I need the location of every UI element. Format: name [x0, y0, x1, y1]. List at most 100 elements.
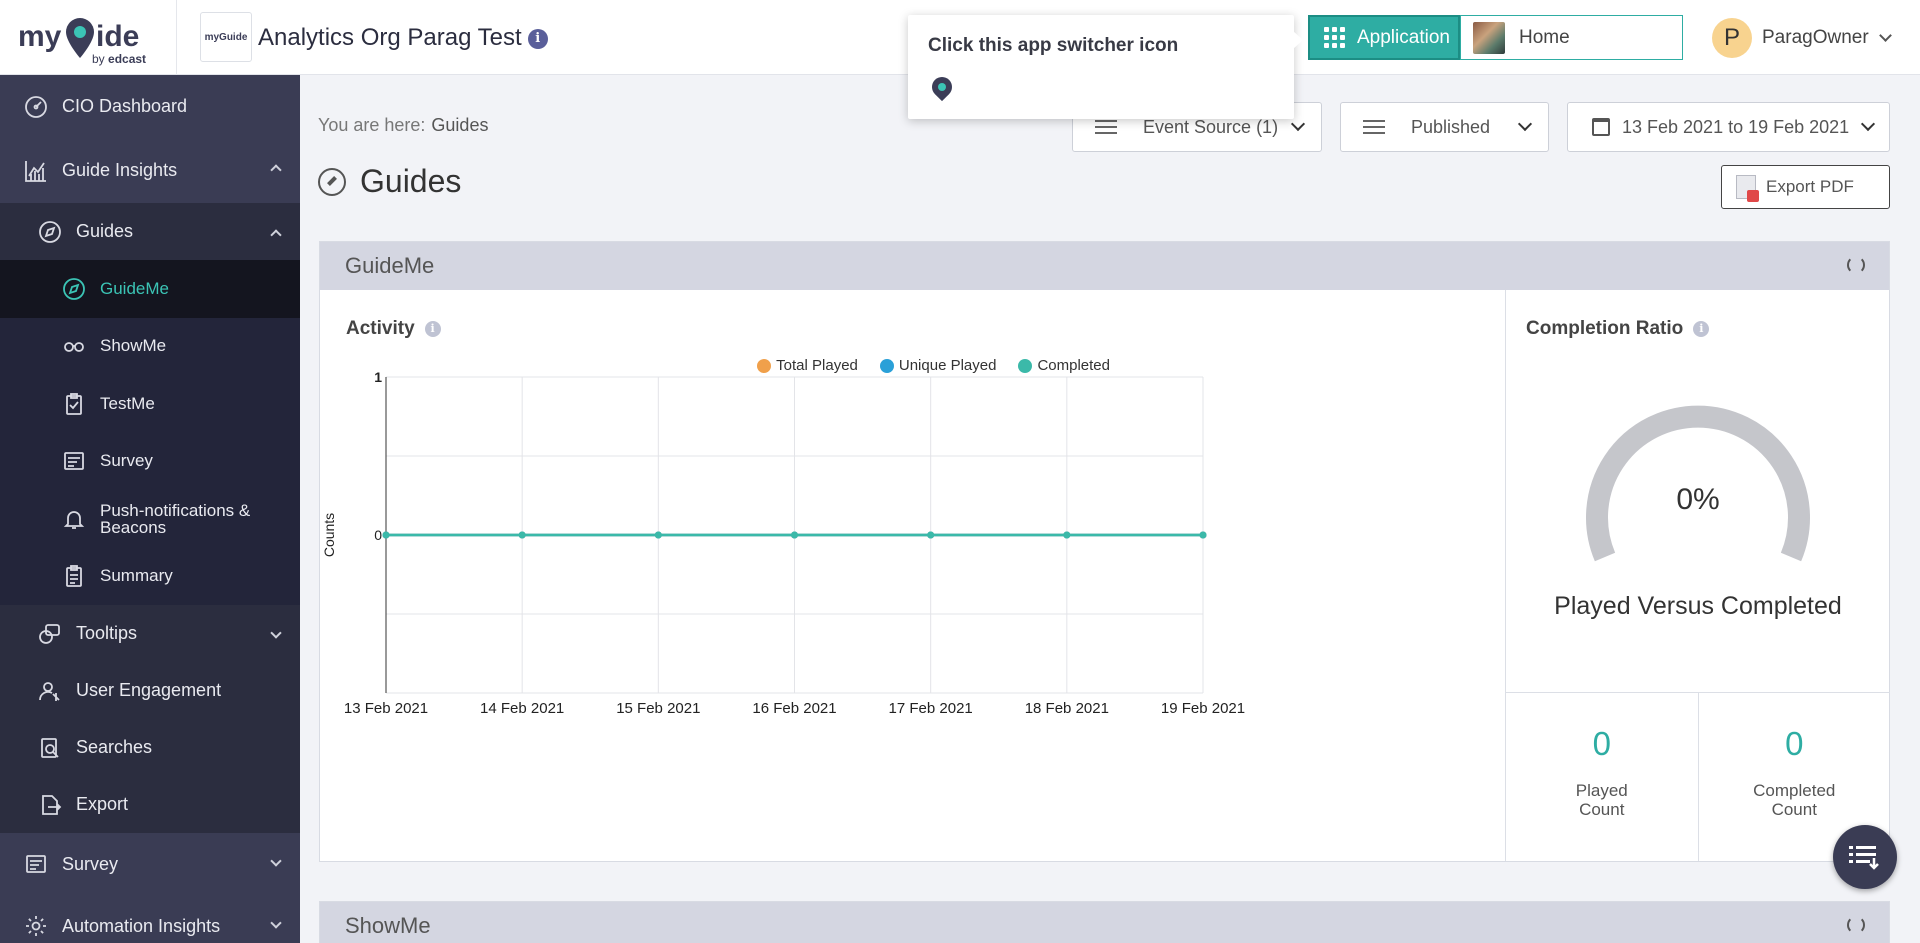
counts-row: 0 Played Count 0 Completed Count [1506, 692, 1890, 861]
bell-icon [62, 507, 86, 531]
completion-gauge [1586, 405, 1810, 562]
showme-panel: ShowMe [319, 901, 1890, 943]
legend-item[interactable]: Total Played [757, 357, 858, 374]
x-tick-label: 16 Feb 2021 [752, 700, 836, 717]
tooltip-text: Click this app switcher icon [928, 35, 1179, 56]
pdf-icon [1736, 175, 1759, 202]
info-icon[interactable]: i [527, 29, 548, 49]
completed-count: 0 [1785, 725, 1804, 762]
export-icon [38, 793, 62, 817]
chevron-down-icon [1517, 116, 1533, 132]
sidebar-item-testme[interactable]: TestMe [0, 375, 300, 433]
completion-ratio-section: Completion Ratio i 0% Played Versus Compl… [1505, 290, 1890, 861]
myguide-pin-icon[interactable] [927, 72, 957, 102]
filter-label: Published [1411, 116, 1491, 137]
sidebar-item-label: Push-notifications & Beacons [100, 500, 251, 537]
export-label: Export PDF [1766, 177, 1854, 196]
chevron-down-icon [270, 917, 282, 929]
date-range-filter[interactable]: 13 Feb 2021 to 19 Feb 2021 [1567, 102, 1890, 152]
panel-header: GuideMe [320, 242, 1889, 290]
data-point [654, 531, 662, 539]
top-bar: myGuide my ide by edcast myGuide Analyti… [0, 0, 1920, 119]
export-pdf-button[interactable]: Export PDF [1721, 165, 1890, 209]
org-logo: myGuide [200, 12, 252, 62]
breadcrumb-current[interactable]: Guides [431, 115, 489, 135]
played-count-cell: 0 Played Count [1506, 693, 1698, 861]
refresh-icon[interactable] [1847, 256, 1865, 274]
app-name: Home [1519, 26, 1570, 48]
sidebar-item-cio-dashboard[interactable]: CIO Dashboard [0, 75, 300, 138]
search-doc-icon [38, 736, 62, 760]
summary-clipboard-icon [62, 564, 86, 588]
data-point [1199, 531, 1207, 539]
sidebar-item-showme[interactable]: ShowMe [0, 317, 300, 375]
filter-label: 13 Feb 2021 to 19 Feb 2021 [1622, 116, 1850, 137]
sidebar-item-label: Summary [100, 566, 173, 586]
sliders-icon [1363, 118, 1385, 136]
activity-title: Activity i [346, 318, 441, 340]
app-selector[interactable]: Home [1460, 15, 1683, 60]
list-download-icon [1849, 846, 1879, 870]
binoculars-icon [62, 334, 86, 358]
info-icon[interactable]: i [1693, 321, 1710, 337]
org-title: Analytics Org Parag Test i [258, 24, 548, 52]
activity-section: Activity i Total Played Unique Played Com… [320, 290, 1505, 861]
sidebar-item-label: ShowMe [100, 336, 167, 356]
survey-form-icon [62, 449, 86, 473]
app-switcher-label: Application [1357, 26, 1450, 48]
logo-graphic: my ide [18, 18, 139, 58]
app-switcher-button[interactable]: Application [1308, 15, 1460, 60]
sidebar-item-survey[interactable]: Survey [0, 432, 300, 490]
sidebar-item-label: Guide Insights [62, 160, 178, 180]
played-count: 0 [1592, 725, 1611, 762]
info-icon[interactable]: i [424, 321, 441, 337]
x-tick-label: 13 Feb 2021 [344, 700, 428, 717]
sidebar-item-label: Searches [76, 737, 153, 757]
sidebar-item-guides[interactable]: Guides [0, 203, 300, 260]
sidebar-item-summary[interactable]: Summary [0, 547, 300, 605]
chart-legend: Total Played Unique Played Completed [757, 357, 1110, 374]
myguide-logo[interactable]: myGuide my ide by edcast [18, 14, 160, 66]
legend-item[interactable]: Unique Played [879, 357, 996, 374]
sidebar-item-automation-insights[interactable]: Automation Insights [0, 895, 300, 943]
status-filter[interactable]: Published [1340, 102, 1549, 152]
survey-form-icon [24, 852, 48, 876]
legend-swatch [1018, 358, 1033, 373]
sidebar-item-tooltips[interactable]: Tooltips [0, 605, 300, 662]
sidebar-item-label: Survey [62, 853, 119, 874]
breadcrumb: You are here: Guides [318, 115, 489, 135]
completed-count-label: Completed Count [1753, 781, 1836, 819]
sidebar-item-guide-insights[interactable]: Guide Insights [0, 138, 300, 203]
completed-count-cell: 0 Completed Count [1697, 693, 1891, 861]
sliders-icon [1095, 118, 1117, 136]
sidebar-item-export[interactable]: Export [0, 776, 300, 833]
sidebar: CIO Dashboard Guide Insights Guides Guid… [0, 75, 300, 943]
clipboard-icon [62, 392, 86, 416]
sidebar-item-survey-insights[interactable]: Survey [0, 833, 300, 895]
header-divider [176, 0, 177, 75]
sidebar-item-push-notifications[interactable]: Push-notifications & Beacons [0, 490, 300, 548]
compass-icon [318, 167, 346, 196]
sidebar-item-guideme[interactable]: GuideMe [0, 260, 300, 318]
guide-tooltip: Click this app switcher icon [908, 15, 1303, 119]
svg-text:ide: ide [96, 20, 139, 53]
x-tick-label: 17 Feb 2021 [889, 700, 973, 717]
compass-icon [62, 277, 86, 301]
sidebar-item-searches[interactable]: Searches [0, 719, 300, 776]
legend-item[interactable]: Completed [1018, 357, 1110, 374]
sidebar-item-label: Guides [76, 221, 134, 241]
chart-icon [24, 159, 48, 183]
chevron-down-icon [1878, 28, 1892, 42]
chevron-down-icon [270, 627, 282, 639]
sidebar-item-label: Automation Insights [62, 915, 221, 936]
sidebar-item-user-engagement[interactable]: User Engagement [0, 662, 300, 719]
x-tick-label: 18 Feb 2021 [1025, 700, 1109, 717]
floating-list-button[interactable] [1833, 825, 1897, 889]
svg-text:my: my [18, 20, 62, 53]
refresh-icon[interactable] [1847, 916, 1865, 934]
user-menu[interactable]: P ParagOwner [1712, 16, 1892, 60]
panel-title: ShowMe [345, 913, 431, 938]
x-tick-label: 14 Feb 2021 [480, 700, 564, 717]
main-content: You are here: Guides Event Source (1) Pub… [300, 75, 1920, 943]
x-tick-label: 19 Feb 2021 [1161, 700, 1245, 717]
